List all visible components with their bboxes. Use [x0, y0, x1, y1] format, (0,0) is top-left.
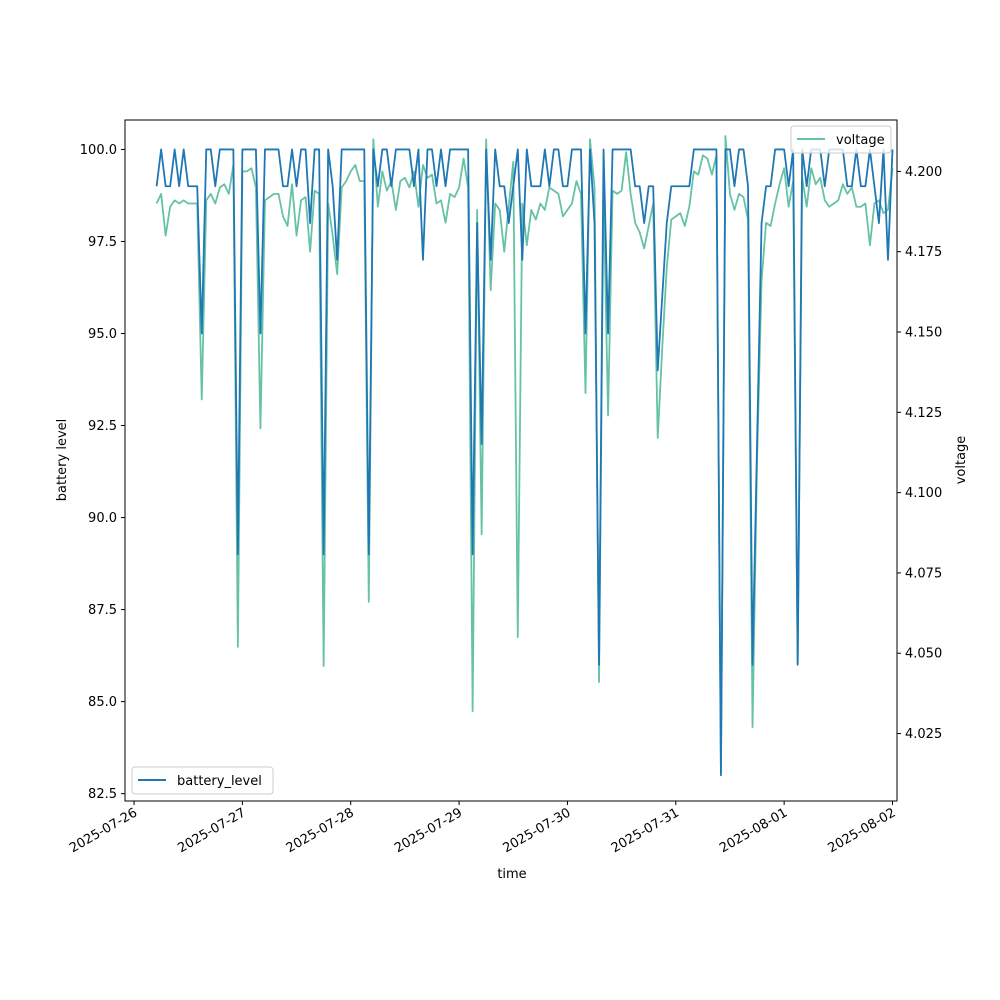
y-left-tick-label: 95.0	[88, 327, 117, 342]
legend-voltage-box	[790, 125, 892, 154]
y-axis-right-title: voltage	[954, 436, 969, 485]
y-axis-left-title: battery level	[55, 419, 70, 502]
y-left-tick-label: 90.0	[88, 511, 117, 526]
x-tick-label: 2025-07-26	[67, 805, 140, 856]
x-tick-label: 2025-07-30	[500, 805, 573, 856]
x-axis-title: time	[497, 867, 526, 882]
y-right-tick-label: 4.075	[905, 566, 942, 581]
y-right-tick-label: 4.125	[905, 406, 942, 421]
y-right-tick-label: 4.150	[905, 326, 942, 341]
plot-area-frame	[124, 119, 898, 802]
series-line-battery-level	[155, 148, 894, 777]
y-right-tick-label: 4.025	[905, 727, 942, 742]
x-tick-label: 2025-07-29	[392, 805, 465, 856]
x-tick-label: 2025-07-28	[284, 805, 357, 856]
x-tick-label: 2025-07-27	[175, 805, 248, 856]
legend-battery-level: battery_level	[131, 766, 274, 795]
x-tick-label: 2025-08-02	[826, 805, 899, 856]
y-right-tick-label: 4.175	[905, 245, 942, 260]
legend-voltage: voltage	[790, 125, 892, 154]
legend-battery-level-label: battery_level	[177, 774, 262, 789]
y-left-tick-label: 100.0	[80, 143, 117, 158]
y-left-tick-label: 87.5	[88, 603, 117, 618]
x-tick-label: 2025-08-01	[717, 805, 790, 856]
x-tick-label: 2025-07-31	[609, 805, 682, 856]
series-line-voltage	[155, 135, 894, 773]
y-right-tick-label: 4.100	[905, 486, 942, 501]
legend-battery-level-box	[131, 766, 274, 795]
y-right-tick-label: 4.050	[905, 647, 942, 662]
y-left-tick-label: 97.5	[88, 235, 117, 250]
y-left-tick-label: 82.5	[88, 787, 117, 802]
y-left-tick-label: 85.0	[88, 695, 117, 710]
y-right-tick-label: 4.200	[905, 165, 942, 180]
y-left-tick-label: 92.5	[88, 419, 117, 434]
legend-voltage-label: voltage	[836, 133, 885, 148]
